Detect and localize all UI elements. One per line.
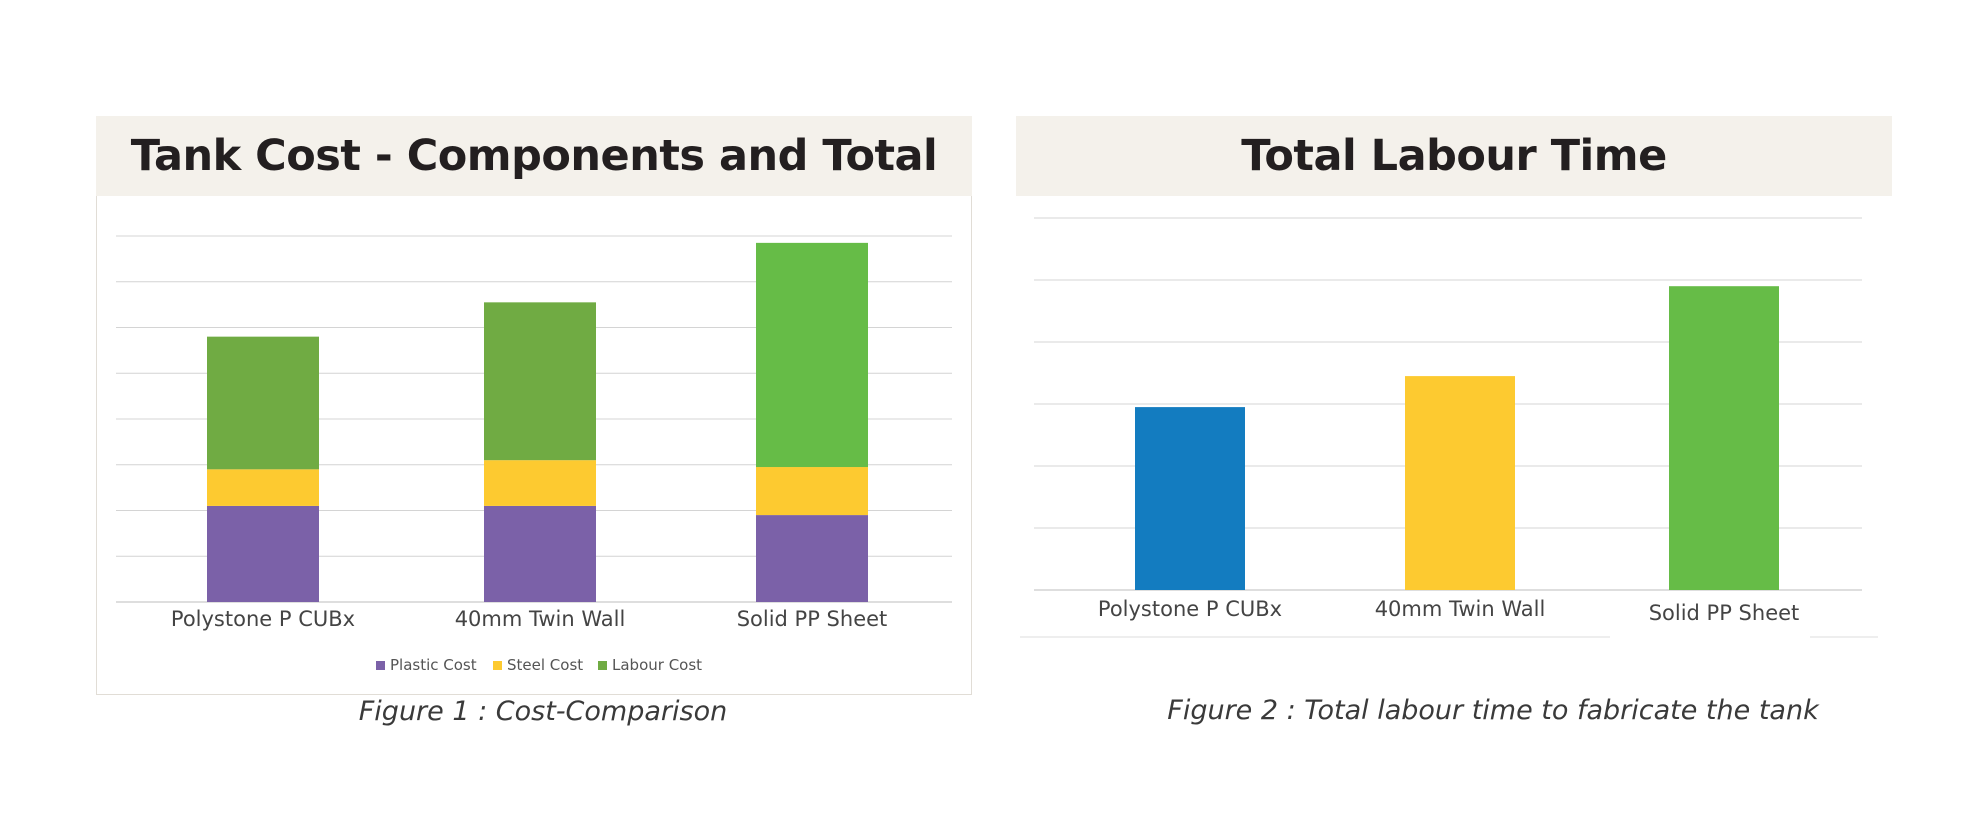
legend-swatch-labour-cost — [598, 661, 607, 670]
figure-2-caption: Figure 2 : Total labour time to fabricat… — [1167, 695, 1819, 726]
bar-plastic-cost-polystone-p-cubx — [207, 505, 319, 602]
cost-chart-title: Tank Cost - Components and Total — [96, 116, 972, 196]
bar-steel-cost-polystone-p-cubx — [207, 469, 319, 506]
x-tick-label: 40mm Twin Wall — [1375, 597, 1546, 621]
bar-40mm-twin-wall — [1405, 376, 1515, 590]
bar-plastic-cost-40mm-twin-wall — [484, 505, 596, 602]
bar-plastic-cost-solid-pp-sheet — [756, 515, 868, 602]
legend-swatch-steel-cost — [493, 661, 502, 670]
bar-labour-cost-40mm-twin-wall — [484, 302, 596, 461]
legend-label-plastic-cost: Plastic Cost — [390, 656, 477, 674]
bar-solid-pp-sheet — [1669, 286, 1779, 590]
x-tick-label: Polystone P CUBx — [171, 607, 355, 631]
bar-labour-cost-solid-pp-sheet — [756, 242, 868, 468]
bar-steel-cost-solid-pp-sheet — [756, 467, 868, 516]
bar-labour-cost-polystone-p-cubx — [207, 336, 319, 470]
figure-1-caption: Figure 1 : Cost-Comparison — [358, 696, 728, 727]
bar-steel-cost-40mm-twin-wall — [484, 460, 596, 506]
legend-label-labour-cost: Labour Cost — [612, 656, 702, 674]
bar-polystone-p-cubx — [1135, 407, 1245, 590]
x-tick-label: Polystone P CUBx — [1098, 597, 1282, 621]
x-tick-label: 40mm Twin Wall — [455, 607, 626, 631]
legend-swatch-plastic-cost — [376, 661, 385, 670]
labour-chart-title: Total Labour Time — [1016, 116, 1892, 196]
x-tick-label: Solid PP Sheet — [1649, 601, 1800, 625]
x-tick-label: Solid PP Sheet — [737, 607, 888, 631]
legend-label-steel-cost: Steel Cost — [507, 656, 583, 674]
